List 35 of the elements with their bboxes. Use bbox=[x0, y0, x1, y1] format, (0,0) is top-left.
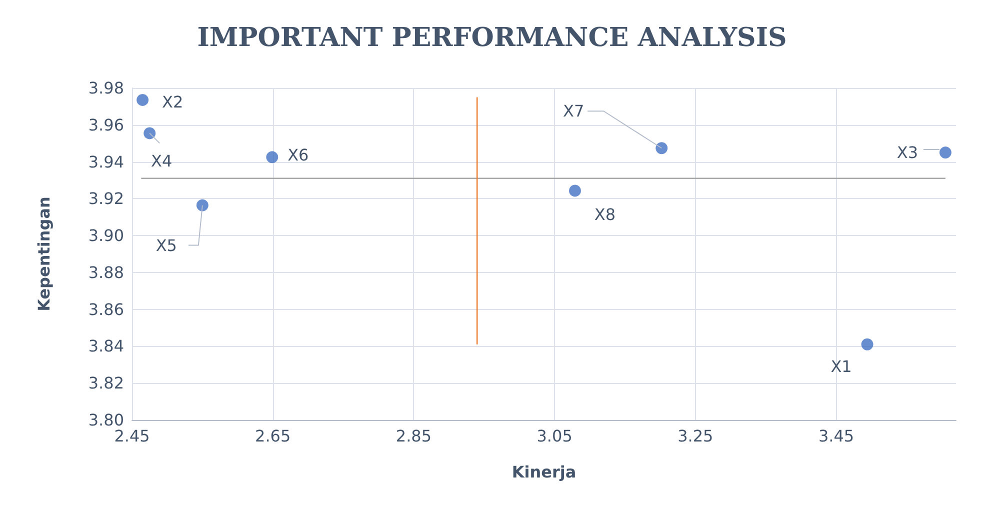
x-tick-label: 3.45 bbox=[818, 426, 854, 446]
annotation: X4 bbox=[151, 152, 172, 171]
point bbox=[136, 94, 149, 106]
point bbox=[861, 338, 874, 350]
point bbox=[196, 199, 208, 212]
y-axis-title: Kepentingan bbox=[34, 196, 54, 312]
point bbox=[569, 184, 581, 197]
chart-title: IMPORTANT PERFORMANCE ANALYSIS bbox=[197, 23, 787, 53]
x-axis-title: Kinerja bbox=[512, 462, 576, 482]
annotation: X1 bbox=[830, 356, 852, 376]
point bbox=[266, 151, 278, 164]
x-tick-label: 2.65 bbox=[255, 426, 291, 446]
y-tick-label: 3.92 bbox=[88, 189, 124, 208]
x-tick-label: 3.25 bbox=[678, 426, 714, 446]
annotation: X3 bbox=[896, 143, 918, 162]
annotation: X2 bbox=[162, 92, 184, 112]
point bbox=[144, 127, 156, 140]
annotation: X6 bbox=[288, 146, 309, 165]
y-tick-label: 3.84 bbox=[88, 336, 124, 356]
point bbox=[656, 142, 668, 154]
y-tick-label: 3.98 bbox=[88, 78, 124, 98]
y-tick-label: 3.86 bbox=[88, 300, 124, 319]
x-tick-label: 2.85 bbox=[396, 426, 432, 446]
x-tick-label: 3.05 bbox=[536, 426, 572, 446]
annotation: X8 bbox=[594, 205, 616, 224]
y-tick-label: 3.90 bbox=[88, 226, 124, 246]
x-tick-label: 2.45 bbox=[114, 426, 150, 446]
annotation: X5 bbox=[156, 236, 177, 255]
y-tick-label: 3.94 bbox=[88, 152, 124, 172]
y-tick-label: 3.88 bbox=[88, 262, 124, 282]
y-tick-label: 3.80 bbox=[88, 410, 124, 430]
point bbox=[939, 146, 952, 159]
annotation: X7 bbox=[563, 102, 584, 121]
y-tick-label: 3.82 bbox=[88, 374, 124, 393]
y-tick-label: 3.96 bbox=[88, 115, 124, 134]
